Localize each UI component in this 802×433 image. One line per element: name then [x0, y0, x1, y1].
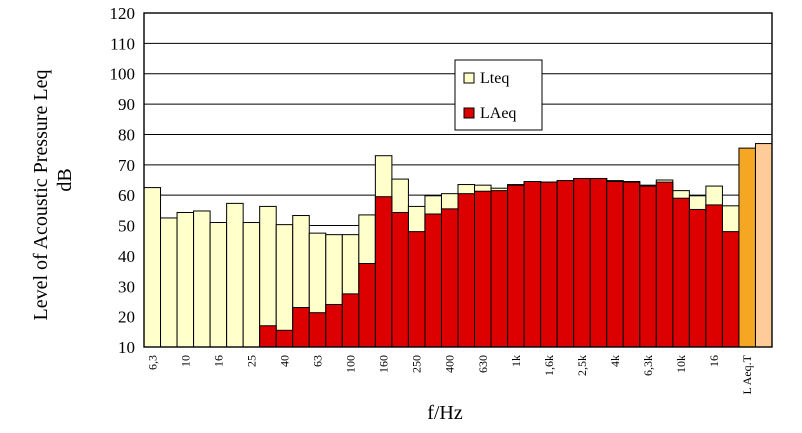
bar-laeq [308, 312, 327, 348]
bar-lteq [242, 222, 261, 348]
bar-laeq [540, 181, 558, 348]
bar-laeq [341, 293, 360, 348]
bar-laeq [705, 204, 723, 348]
bar-laeq [655, 181, 674, 348]
x-tick-label: 10 [178, 355, 192, 367]
bar-lteq [275, 224, 294, 348]
bar-laeq [573, 177, 591, 348]
x-tick-label: 1k [509, 355, 523, 367]
bar-laeq [474, 190, 492, 348]
bar-laeq [391, 211, 409, 348]
legend-label-laeq: LAeq [480, 105, 516, 122]
y-tick-label: 40 [118, 247, 135, 266]
y-tick-label: 10 [118, 338, 135, 357]
bar-laeq [457, 193, 476, 348]
bar-laeq [622, 181, 641, 348]
bar-total [738, 147, 756, 348]
bar-lteq [143, 187, 162, 348]
bar-laeq [259, 325, 277, 348]
x-tick-label: 4k [608, 355, 622, 367]
bar-laeq [424, 213, 442, 348]
bar-lteq [226, 202, 244, 348]
y-tick-label: 80 [118, 125, 135, 144]
bar-lteq [193, 210, 211, 348]
x-tick-label: L Aeq.T [740, 354, 754, 394]
bar-total [754, 143, 773, 348]
bar-lteq [160, 217, 178, 348]
bar-laeq [639, 185, 657, 348]
y-tick-label: 110 [110, 34, 135, 53]
x-tick-label: 6,3 [145, 355, 159, 370]
legend: Lteq LAeq [454, 59, 543, 131]
x-tick-label: 2,5k [575, 355, 589, 376]
legend-swatch-laeq [463, 107, 475, 119]
x-tick-label: 250 [410, 355, 424, 373]
y-tick-label: 60 [118, 186, 135, 205]
x-tick-label: 25 [244, 355, 258, 367]
bar-laeq [721, 231, 740, 348]
bar-laeq [358, 263, 376, 348]
bar-laeq [407, 231, 426, 348]
y-tick-labels: 10 20 30 40 50 60 70 80 90 100 110 120 [110, 4, 136, 357]
bar-laeq [672, 197, 690, 348]
bars [143, 143, 773, 348]
bar-laeq [606, 181, 624, 348]
y-tick-label: 30 [118, 277, 135, 296]
x-tick-labels: 6,3 10 16 25 40 63 100 160 250 400 630 1k 1,6k 2,5k 4k… [145, 354, 754, 394]
bar-laeq [589, 177, 608, 348]
bar-laeq [275, 329, 294, 348]
bar-laeq [490, 190, 509, 348]
x-tick-label: 100 [344, 355, 358, 373]
bar-laeq [325, 303, 343, 348]
bar-laeq [507, 184, 525, 348]
bar-lteq [176, 211, 195, 348]
x-tick-label: 40 [277, 355, 291, 367]
bar-laeq [440, 208, 459, 348]
y-tick-label: 20 [118, 308, 135, 327]
x-tick-label: 16 [707, 355, 721, 367]
x-tick-label: 16 [211, 355, 225, 367]
y-tick-label: 100 [110, 65, 136, 84]
y-axis-unit: dB [54, 168, 76, 191]
x-tick-label: 630 [476, 355, 490, 373]
plot-frame [143, 12, 773, 348]
bar-laeq [374, 196, 393, 348]
legend-label-lteq: Lteq [480, 70, 509, 87]
x-tick-label: 400 [443, 355, 457, 373]
bar-laeq [292, 307, 310, 348]
y-tick-label: 50 [118, 217, 135, 236]
legend-swatch-lteq [463, 72, 475, 84]
x-axis-title: f/Hz [427, 402, 463, 424]
y-tick-label: 70 [118, 156, 135, 175]
bar-laeq [688, 208, 707, 348]
x-tick-label: 10k [674, 355, 688, 373]
x-tick-label: 63 [311, 355, 325, 367]
y-tick-label: 90 [118, 95, 135, 114]
bar-laeq [556, 180, 575, 348]
y-axis-title: Level of Acoustic Pressure Leq [30, 69, 52, 320]
x-tick-label: 160 [377, 355, 391, 373]
x-tick-label: 1,6k [542, 355, 556, 376]
bar-laeq [523, 181, 542, 348]
x-tick-label: 6,3k [641, 355, 655, 376]
bar-lteq [209, 222, 228, 348]
y-tick-label: 120 [110, 4, 136, 23]
